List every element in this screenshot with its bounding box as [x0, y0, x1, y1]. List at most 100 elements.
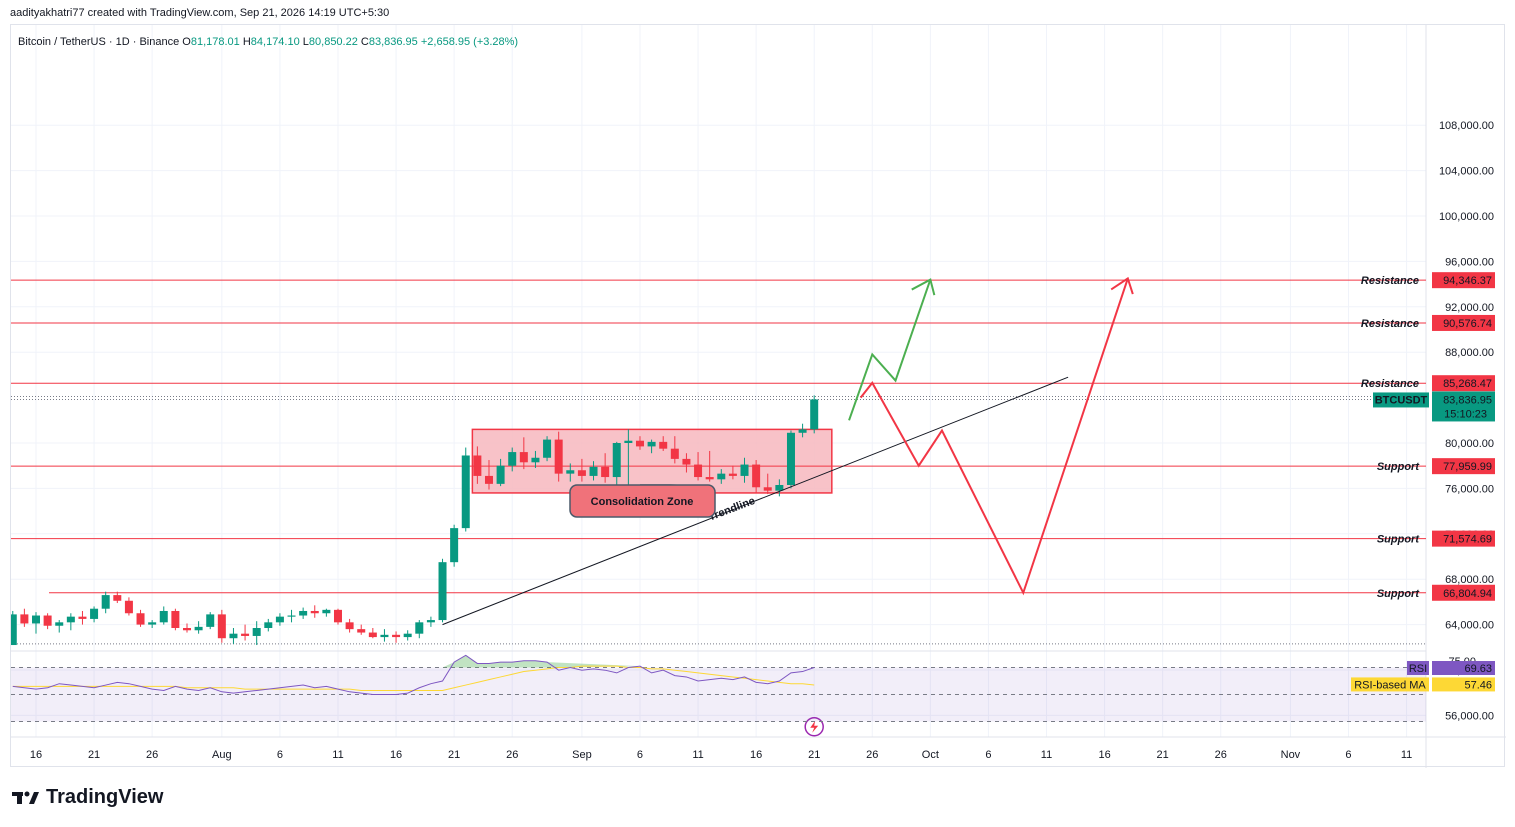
candle-body [322, 609, 331, 614]
candle [357, 624, 366, 635]
y-tick-label: 56,000.00 [1445, 710, 1494, 722]
candle [601, 453, 610, 483]
x-tick-label: 11 [1401, 749, 1412, 761]
candle-body [426, 620, 435, 623]
callout-box [569, 484, 716, 518]
candle [670, 436, 679, 464]
change-value: +2,658.95 (+3.28%) [420, 36, 519, 48]
candle [275, 613, 284, 626]
candle-body [694, 464, 703, 478]
level-price-tag-text: 85,268.47 [1443, 378, 1492, 390]
x-tick-label: 26 [506, 749, 518, 761]
candle [647, 439, 656, 454]
candle-body [32, 615, 40, 624]
bearish-arrowhead [1110, 276, 1134, 295]
candle [635, 436, 644, 450]
candle [345, 618, 354, 633]
candle-body [252, 628, 261, 636]
candle-body [577, 470, 586, 476]
trendline [442, 376, 1069, 626]
x-tick-label: Nov [1281, 749, 1301, 761]
candle-body [124, 600, 133, 614]
candle-body [624, 440, 633, 443]
x-tick-label: Oct [922, 749, 939, 761]
candle-body [496, 465, 505, 484]
candle [217, 609, 226, 643]
tradingview-logo[interactable]: TradingView [12, 786, 163, 809]
candle [519, 437, 528, 470]
rsi-tag-label: RSI [1409, 663, 1427, 675]
candle [368, 628, 377, 639]
x-tick-label: 6 [1345, 749, 1351, 761]
rsi-ma-tag [1351, 677, 1429, 692]
candle-body [752, 464, 761, 488]
candle-body [647, 441, 656, 447]
level-label-resistance: Resistance [1361, 378, 1419, 390]
candle [66, 613, 75, 631]
level-price-tag-text: 90,576.74 [1443, 318, 1492, 330]
candle [182, 623, 191, 633]
symbol-tag-text: BTCUSDT [1375, 394, 1428, 406]
candle-body [705, 477, 714, 480]
candle [798, 423, 807, 438]
high-label: H [242, 36, 251, 48]
candle [101, 591, 110, 614]
candle-body [798, 429, 807, 433]
candle [11, 610, 17, 646]
candle [554, 431, 563, 482]
candle-body [380, 634, 389, 638]
level-label-resistance: Resistance [1361, 318, 1419, 330]
candle [252, 621, 261, 646]
candle [786, 430, 795, 489]
candle-body [78, 616, 87, 619]
level-label-support: Support [1377, 461, 1420, 473]
level-price-tag [1432, 530, 1495, 547]
bearish-projection-path [859, 278, 1129, 596]
candle [43, 613, 52, 630]
y-tick-label: 80,000.00 [1445, 438, 1494, 450]
candle-body [194, 626, 203, 631]
candle-body [299, 610, 308, 616]
symbol-label: Bitcoin / TetherUS · 1D · Binance [18, 36, 180, 48]
candle-body [566, 470, 575, 474]
rsi-tag [1407, 660, 1429, 675]
candle [450, 524, 459, 567]
close-label: C [360, 36, 369, 48]
candle-body [601, 466, 610, 478]
y-tick-label: 88,000.00 [1445, 347, 1494, 359]
candle-body [148, 622, 157, 625]
candle [380, 629, 389, 642]
low-label: L [302, 36, 309, 48]
level-label-support: Support [1377, 534, 1420, 546]
x-tick-label: 16 [1098, 749, 1110, 761]
candle [264, 618, 273, 632]
candle-body [635, 440, 644, 447]
candle [194, 621, 203, 634]
candle [496, 458, 505, 487]
chart-frame[interactable]: 16 21 26 Aug 6 11 16 21 26 Sep 6 11 16 21 26 Oct 6 11 16 21… [10, 24, 1506, 768]
candle [543, 436, 552, 462]
y-tick-label: 96,000.00 [1445, 256, 1494, 268]
candle [78, 610, 87, 625]
candle [531, 450, 540, 468]
candle [810, 395, 819, 434]
candle-body [43, 615, 52, 626]
candle [148, 620, 157, 629]
candle [136, 609, 145, 627]
candle [171, 608, 180, 631]
candle-body [415, 622, 424, 634]
x-tick-label: 11 [332, 749, 343, 761]
candle-body [438, 562, 447, 621]
candle-body [20, 614, 29, 624]
level-price-tag [1432, 458, 1495, 475]
candle-body [241, 633, 250, 636]
price-chart[interactable]: 16 21 26 Aug 6 11 16 21 26 Sep 6 11 16 21 26 Oct 6 11 16 21… [11, 25, 1506, 768]
y-tick-label: 108,000.00 [1439, 120, 1494, 132]
open-value: 81,178.01 [190, 36, 240, 48]
y-tick-label: 104,000.00 [1439, 166, 1494, 178]
candle [113, 591, 122, 604]
candle-body [670, 448, 679, 459]
candle [740, 457, 749, 483]
ohlc-legend: Bitcoin / TetherUS · 1D · Binance O81,17… [18, 36, 518, 48]
candle [752, 460, 761, 493]
